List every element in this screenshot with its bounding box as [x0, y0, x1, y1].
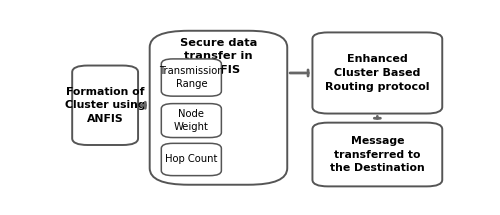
FancyBboxPatch shape: [312, 123, 442, 186]
Text: Hop Count: Hop Count: [165, 155, 218, 164]
FancyBboxPatch shape: [162, 104, 222, 138]
Text: Node
Weight: Node Weight: [174, 109, 209, 132]
Text: Message
transferred to
the Destination: Message transferred to the Destination: [330, 136, 424, 173]
Text: Transmission
Range: Transmission Range: [159, 66, 224, 89]
FancyBboxPatch shape: [72, 66, 138, 145]
FancyBboxPatch shape: [162, 143, 222, 176]
Text: Enhanced
Cluster Based
Routing protocol: Enhanced Cluster Based Routing protocol: [325, 54, 430, 92]
Text: Formation of
Cluster using
ANFIS: Formation of Cluster using ANFIS: [65, 87, 146, 124]
FancyBboxPatch shape: [312, 32, 442, 114]
FancyBboxPatch shape: [162, 59, 222, 96]
Text: Secure data
transfer in
TASFIS: Secure data transfer in TASFIS: [180, 38, 257, 75]
FancyBboxPatch shape: [150, 31, 287, 185]
